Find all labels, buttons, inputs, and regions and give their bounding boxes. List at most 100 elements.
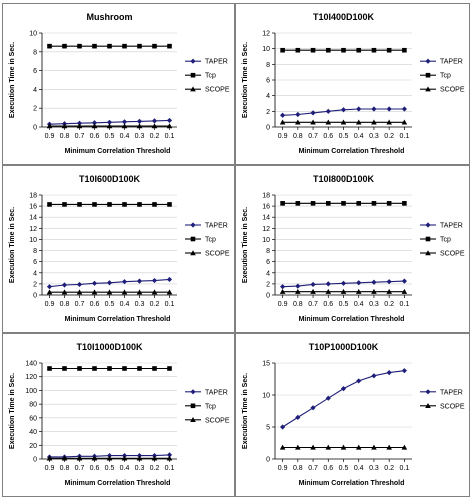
legend-label: TAPER [205,223,228,230]
data-point-scope [61,123,68,129]
data-point-tcp [92,202,97,207]
chart-panel-t10p1000d100k: T10P1000D100K 0 5 10 15 0.9 0.8 0.7 0.6 0.5 0.4 0.3… [235,333,470,497]
data-point-tcp [92,43,97,49]
chart-panel-t10i600d100k: T10I600D100K 0 2 4 6 8 10 12 14 16 18 0.9 0.8 0.7 0.6 0… [2,165,235,333]
y-tick-label: 0 [33,125,37,132]
data-point-tcp [167,202,172,207]
data-point-scope [121,289,128,295]
x-tick-label: 0.2 [384,301,394,308]
series-scope [279,444,408,450]
data-point-tcp [152,366,157,371]
legend-marker [190,250,196,256]
panel-border [235,333,470,497]
data-point-tcp [122,202,127,207]
data-point-scope [401,119,408,125]
data-point-taper [280,112,286,118]
y-tick-label: 120 [25,374,37,381]
x-tick-label: 0.5 [105,301,115,308]
y-tick-label: 10 [262,393,270,400]
legend-marker [190,417,196,422]
data-point-tcp [402,47,407,53]
series-scope [46,289,173,295]
legend-entry-tcp: Tcp [420,73,451,80]
data-point-scope [151,123,158,129]
data-point-tcp [47,202,52,207]
legend-label: SCOPE [440,87,465,94]
data-point-scope [386,119,392,125]
data-point-taper [166,117,173,124]
x-tick-label: 0.4 [120,465,130,472]
legend-marker [425,250,431,256]
legend-label: TAPER [205,59,228,66]
data-point-scope [136,455,143,461]
y-tick-label: 2 [33,281,37,288]
x-tick-label: 0.9 [278,133,288,140]
y-tick-label: 20 [29,443,37,450]
data-point-scope [151,455,158,461]
y-tick-label: 8 [266,62,270,69]
legend-marker [425,72,431,78]
x-tick-label: 0.6 [323,301,333,308]
data-point-tcp [280,201,285,206]
x-tick-label: 0.7 [308,133,318,140]
data-point-tcp [386,201,392,206]
legend-label: TAPER [440,389,463,396]
data-point-scope [136,123,143,129]
data-point-tcp [137,366,142,371]
data-point-taper [91,120,98,126]
y-tick-label: 4 [33,87,37,94]
data-point-tcp [62,202,67,207]
x-tick-label: 0.6 [90,465,100,472]
y-tick-label: 10 [29,31,37,38]
data-point-tcp [122,366,127,371]
x-tick-label: 0.8 [293,133,303,140]
y-tick-label: 0 [266,457,270,464]
x-tick-label: 0.4 [120,133,130,140]
legend-entry-scope: SCOPE [185,417,230,424]
chart-panel-t10i400d100k: T10I400D100K 0 2 4 6 8 10 12 0.9 0.8 0.7 0.6 0.5 0.4 0… [235,3,470,165]
data-point-scope [76,289,83,295]
data-point-tcp [371,201,377,206]
legend-label: SCOPE [205,417,230,424]
y-tick-label: 2 [266,281,270,288]
data-point-tcp [107,202,112,207]
data-point-taper [151,118,158,124]
data-point-taper [340,386,347,392]
x-tick-label: 0.2 [150,465,160,472]
data-point-tcp [62,43,67,49]
y-axis-label: Execution Time in Sec. [242,42,249,118]
y-tick-label: 10 [262,237,270,244]
legend-entry-taper: TAPER [420,58,463,66]
x-tick-label: 0.8 [60,133,70,140]
x-tick-label: 0.3 [135,133,145,140]
x-tick-label: 0.6 [90,301,100,308]
chart-svg: Mushroom 0 2 4 6 8 10 0.9 0.8 0.7 0.6 0.5 0.4 0.3 0.2 0… [2,3,235,165]
x-tick-label: 0.8 [293,465,303,472]
data-point-scope [386,288,392,294]
panel-border [2,333,235,497]
data-point-tcp [47,43,52,49]
x-tick-label: 0.6 [323,465,333,472]
x-tick-label: 0.7 [75,133,85,140]
data-point-tcp [402,201,407,206]
data-point-scope [76,455,83,461]
chart-panel-mushroom: Mushroom 0 2 4 6 8 10 0.9 0.8 0.7 0.6 0.5 0.4 0.3 0.2 0… [2,3,235,165]
x-tick-label: 0.5 [105,133,115,140]
data-point-scope [355,119,362,125]
legend-entry-tcp: Tcp [185,73,216,80]
y-tick-label: 6 [266,259,270,266]
data-point-scope [295,119,301,125]
y-axis-label: Execution Time in Sec. [242,207,249,283]
legend-label: Tcp [440,73,451,80]
x-tick-label: 0.5 [339,133,349,140]
x-tick-label: 0.9 [278,465,288,472]
y-tick-label: 0 [266,125,270,132]
legend-label: TAPER [440,223,463,230]
x-tick-label: 0.1 [400,465,410,472]
legend-label: Tcp [205,403,216,410]
panel-border [235,3,470,165]
x-tick-label: 0.7 [308,465,318,472]
series-scope [279,119,408,125]
data-point-scope [46,289,53,295]
